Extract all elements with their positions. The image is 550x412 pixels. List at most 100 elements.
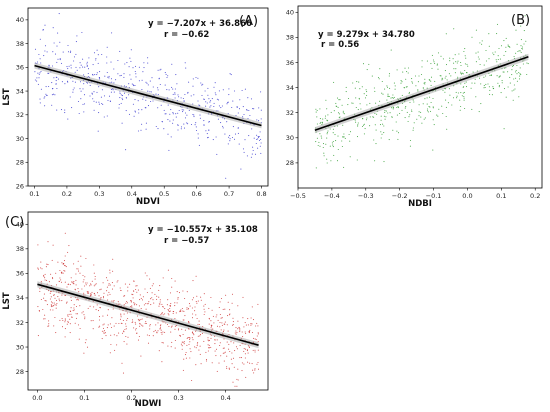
data-point (456, 83, 458, 85)
data-point (446, 79, 448, 81)
data-point (258, 107, 260, 109)
data-point (412, 99, 414, 101)
data-point (160, 104, 162, 106)
data-point (83, 279, 85, 281)
data-point (366, 117, 368, 119)
data-point (186, 291, 188, 293)
data-point (503, 54, 505, 56)
data-point (479, 63, 481, 66)
data-point (442, 89, 444, 91)
data-point (64, 232, 66, 234)
data-point (384, 88, 386, 90)
data-point (217, 99, 220, 101)
data-point (135, 323, 137, 325)
data-point (37, 244, 39, 246)
data-point (171, 63, 173, 65)
data-point (75, 41, 77, 43)
data-point (129, 312, 131, 314)
data-point (61, 262, 63, 264)
data-point (107, 76, 109, 78)
data-point (451, 104, 453, 106)
data-point (74, 71, 76, 73)
data-point (411, 81, 413, 83)
data-point (169, 304, 171, 307)
data-point (392, 106, 394, 108)
data-point (87, 68, 90, 70)
data-point (137, 289, 139, 291)
data-point (90, 320, 92, 322)
data-point (431, 67, 433, 69)
data-point (236, 378, 238, 380)
data-point (207, 347, 210, 349)
data-point (157, 89, 159, 91)
data-point (219, 301, 221, 303)
data-point (107, 309, 109, 311)
data-point (153, 302, 155, 304)
data-point (250, 322, 252, 325)
data-point (75, 279, 77, 281)
data-point (108, 77, 110, 79)
data-point (465, 57, 467, 59)
data-point (217, 110, 219, 112)
data-point (341, 104, 343, 106)
data-point (134, 321, 136, 323)
data-point (52, 278, 54, 280)
data-point (121, 95, 124, 97)
data-point (90, 294, 92, 296)
data-point (163, 109, 165, 111)
data-point (34, 48, 37, 50)
data-point (405, 96, 407, 98)
data-point (494, 51, 496, 53)
data-point (466, 72, 468, 74)
data-point (138, 305, 140, 307)
data-point (59, 58, 61, 60)
panel-a-regression-line (34, 64, 262, 127)
data-point (44, 279, 46, 281)
data-point (464, 82, 466, 84)
data-point (192, 78, 194, 80)
data-point (215, 348, 218, 350)
data-point (70, 310, 72, 313)
data-point (195, 126, 197, 128)
data-point (464, 63, 466, 65)
data-point (431, 54, 433, 56)
data-point (44, 50, 46, 52)
data-point (41, 268, 43, 270)
data-point (471, 108, 473, 110)
data-point (191, 337, 193, 339)
y-tick-label: 38 (16, 245, 24, 253)
data-point (322, 118, 324, 120)
data-point (257, 303, 259, 305)
x-tick-label: 0.0 (32, 394, 42, 402)
data-point (196, 343, 198, 345)
data-point (81, 288, 83, 290)
data-point (67, 321, 69, 323)
data-point (507, 60, 509, 62)
data-point (388, 73, 391, 75)
data-point (209, 333, 212, 335)
x-tick-label: −0.3 (358, 192, 374, 200)
data-point (211, 309, 213, 311)
data-point (453, 62, 455, 64)
data-point (199, 334, 202, 336)
data-point (113, 300, 115, 302)
data-point (461, 72, 463, 74)
data-point (457, 92, 459, 94)
data-point (57, 78, 59, 80)
data-point (207, 339, 209, 341)
data-point (160, 329, 162, 331)
data-point (235, 333, 237, 335)
data-point (445, 33, 447, 35)
data-point (220, 122, 222, 124)
data-point (159, 326, 162, 328)
data-point (223, 347, 225, 349)
data-point (124, 283, 126, 285)
data-point (136, 332, 138, 334)
data-point (116, 281, 118, 283)
data-point (46, 263, 48, 265)
data-point (460, 61, 462, 64)
y-tick-label: 40 (286, 9, 294, 17)
data-point (60, 109, 63, 111)
data-point (383, 115, 385, 117)
data-point (432, 107, 434, 109)
